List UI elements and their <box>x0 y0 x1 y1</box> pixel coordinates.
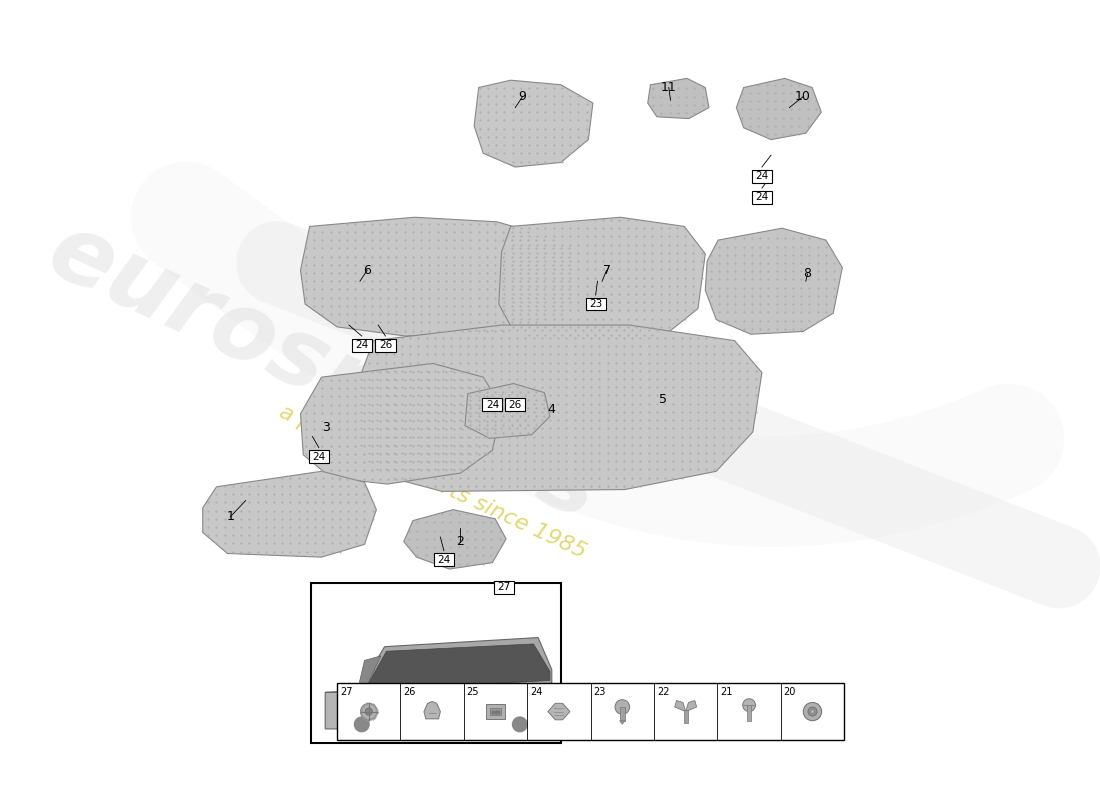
Text: 1: 1 <box>227 510 234 523</box>
Circle shape <box>803 702 822 721</box>
Text: 25: 25 <box>466 687 480 697</box>
Polygon shape <box>202 471 376 557</box>
Text: a passion for parts since 1985: a passion for parts since 1985 <box>276 402 590 562</box>
FancyBboxPatch shape <box>433 554 454 566</box>
Polygon shape <box>619 721 625 724</box>
Text: 4: 4 <box>548 402 556 416</box>
Polygon shape <box>300 218 580 336</box>
FancyBboxPatch shape <box>352 338 372 351</box>
Circle shape <box>811 710 814 714</box>
Polygon shape <box>474 80 593 167</box>
Text: eurospares: eurospares <box>33 205 614 541</box>
Text: 21: 21 <box>720 687 733 697</box>
Circle shape <box>361 703 377 720</box>
Polygon shape <box>424 702 440 719</box>
Text: 27: 27 <box>340 687 352 697</box>
Text: 22: 22 <box>657 687 669 697</box>
Text: 24: 24 <box>530 687 542 697</box>
Text: 26: 26 <box>404 687 416 697</box>
Text: 24: 24 <box>486 399 499 410</box>
Circle shape <box>354 717 370 732</box>
FancyBboxPatch shape <box>309 450 329 463</box>
FancyBboxPatch shape <box>494 581 515 594</box>
Polygon shape <box>548 703 570 720</box>
Polygon shape <box>326 683 552 729</box>
Circle shape <box>513 717 527 732</box>
Text: 11: 11 <box>661 81 676 94</box>
Text: 20: 20 <box>783 687 796 697</box>
FancyBboxPatch shape <box>375 338 396 351</box>
Polygon shape <box>498 218 705 341</box>
Polygon shape <box>674 701 685 711</box>
Text: 9: 9 <box>518 90 527 103</box>
FancyBboxPatch shape <box>752 190 772 203</box>
Text: 23: 23 <box>588 299 603 309</box>
Polygon shape <box>465 383 550 438</box>
Polygon shape <box>300 363 502 484</box>
Circle shape <box>348 710 375 738</box>
FancyBboxPatch shape <box>585 298 606 310</box>
Polygon shape <box>648 78 708 118</box>
Text: 2: 2 <box>456 535 464 548</box>
Circle shape <box>742 698 756 711</box>
Polygon shape <box>326 638 552 692</box>
Bar <box>747 705 751 721</box>
Text: 24: 24 <box>355 340 368 350</box>
Circle shape <box>365 708 373 715</box>
Text: 26: 26 <box>508 399 521 410</box>
Polygon shape <box>364 644 550 690</box>
Bar <box>337 683 844 740</box>
Circle shape <box>506 710 534 738</box>
Text: 23: 23 <box>593 687 606 697</box>
Text: 24: 24 <box>756 171 769 181</box>
Text: 7: 7 <box>603 264 611 277</box>
Text: 3: 3 <box>322 421 330 434</box>
Text: 10: 10 <box>795 90 811 103</box>
Bar <box>491 708 501 715</box>
Circle shape <box>807 707 817 716</box>
FancyBboxPatch shape <box>752 170 772 182</box>
Polygon shape <box>685 701 696 711</box>
Text: 24: 24 <box>438 555 451 565</box>
Text: 8: 8 <box>804 267 812 281</box>
Text: 27: 27 <box>497 582 510 592</box>
Bar <box>486 704 505 719</box>
Text: 24: 24 <box>312 452 326 462</box>
FancyBboxPatch shape <box>483 398 503 411</box>
Circle shape <box>615 700 629 714</box>
Text: 24: 24 <box>756 192 769 202</box>
Polygon shape <box>404 510 506 569</box>
Bar <box>684 710 688 722</box>
Polygon shape <box>736 78 822 140</box>
Polygon shape <box>705 228 843 334</box>
Bar <box>311 582 561 742</box>
Text: 6: 6 <box>363 264 371 277</box>
Polygon shape <box>358 656 381 691</box>
Bar <box>619 707 625 721</box>
FancyBboxPatch shape <box>505 398 526 411</box>
Text: 26: 26 <box>378 340 392 350</box>
Polygon shape <box>355 325 762 491</box>
Text: 5: 5 <box>659 394 668 406</box>
